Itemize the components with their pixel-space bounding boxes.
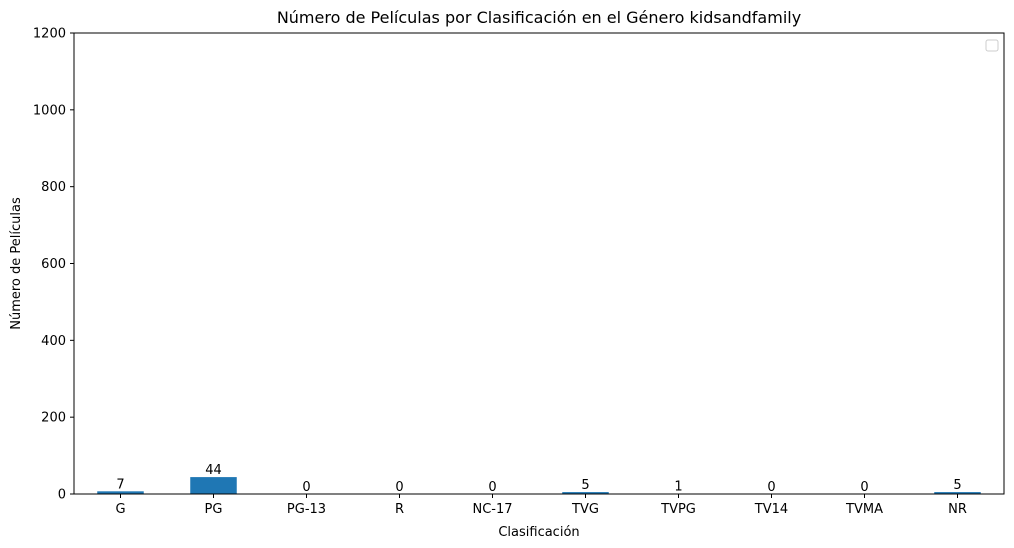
bar-value-label: 0	[302, 480, 310, 495]
y-tick-label: 400	[41, 334, 66, 349]
bar-value-label: 1	[674, 480, 682, 495]
plot-area	[74, 33, 1004, 494]
legend-box	[985, 39, 999, 52]
x-tick-label: TVG	[571, 502, 599, 517]
bar-value-label: 7	[116, 477, 124, 492]
x-tick-label: G	[115, 502, 125, 517]
y-axis: 0 200 400 600 800 1000 1200	[33, 27, 74, 503]
y-tick-label: 1000	[33, 103, 66, 118]
bar-value-label: 44	[205, 463, 222, 478]
bar-tvg	[562, 492, 609, 494]
y-axis-label: Número de Películas	[9, 197, 24, 330]
bar-nr	[934, 492, 981, 494]
x-tick-label: TV14	[754, 502, 788, 517]
x-axis: G PG PG-13 R NC-17 TVG TVPG TV14 TVMA NR	[115, 494, 967, 517]
y-tick-label: 1200	[33, 27, 66, 42]
bar-value-label: 0	[488, 480, 496, 495]
y-tick-label: 800	[41, 180, 66, 195]
bar-value-label: 0	[767, 480, 775, 495]
y-tick-label: 200	[41, 411, 66, 426]
x-tick-label: NC-17	[472, 502, 512, 517]
bar-value-label: 5	[953, 478, 961, 493]
bar-value-label: 0	[860, 480, 868, 495]
x-tick-label: PG	[205, 502, 223, 517]
x-tick-label: TVMA	[845, 502, 883, 517]
bar-value-label: 5	[581, 478, 589, 493]
x-tick-label: R	[395, 502, 404, 517]
bar-pg	[190, 477, 237, 494]
bar-value-label: 0	[395, 480, 403, 495]
plot-frame	[73, 32, 1005, 495]
x-tick-label: TVPG	[660, 502, 696, 517]
y-tick-label: 600	[41, 257, 66, 272]
y-tick-label: 0	[58, 488, 66, 503]
bar-g	[97, 491, 144, 494]
chart-title: Número de Películas por Clasificación en…	[277, 8, 801, 27]
x-tick-label: NR	[948, 502, 967, 517]
x-axis-label: Clasificación	[498, 525, 579, 540]
x-tick-label: PG-13	[287, 502, 326, 517]
